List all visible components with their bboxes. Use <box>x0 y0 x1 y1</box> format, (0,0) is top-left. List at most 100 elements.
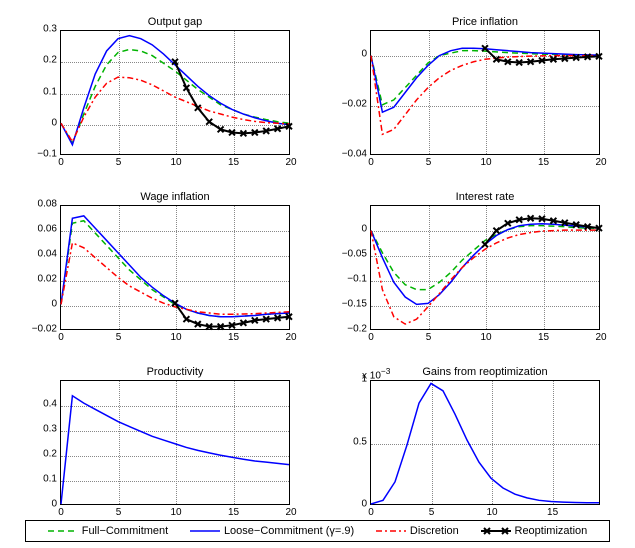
ytick-label: 0 <box>361 224 367 235</box>
plot-area-interest-rate: −0.2−0.15−0.1−0.05005101520 <box>370 205 600 330</box>
ytick-label: 0.4 <box>43 399 57 410</box>
xtick-label: 15 <box>228 157 239 168</box>
xtick-label: 10 <box>170 507 181 518</box>
title-interest-rate: Interest rate <box>370 191 600 203</box>
legend-swatch-reoptimization <box>481 525 511 537</box>
title-price-inflation: Price inflation <box>370 16 600 28</box>
xtick-label: 5 <box>116 507 122 518</box>
legend: Full−Commitment Loose−Commitment (γ=.9) Di… <box>25 520 610 542</box>
xtick-label: 20 <box>285 157 296 168</box>
xtick-label: 15 <box>228 507 239 518</box>
xtick-label: 15 <box>538 157 549 168</box>
ytick-label: 0.2 <box>43 55 57 66</box>
panel-gains-reopt: Gains from reoptimizationx 10−300.510510… <box>370 380 600 505</box>
plot-area-gains-reopt: 00.51051015 <box>370 380 600 505</box>
legend-item-full_commitment: Full−Commitment <box>48 525 169 537</box>
xtick-label: 10 <box>480 332 491 343</box>
svg-wage-inflation <box>61 206 289 329</box>
legend-item-reoptimization: Reoptimization <box>481 525 588 537</box>
ytick-label: −0.1 <box>37 149 57 160</box>
legend-swatch-loose_commitment <box>190 525 220 537</box>
xtick-label: 20 <box>595 157 606 168</box>
series-discretion <box>371 56 599 135</box>
plot-area-output-gap: −0.100.10.20.305101520 <box>60 30 290 155</box>
ytick-label: −0.02 <box>342 99 367 110</box>
panel-price-inflation: Price inflation−0.04−0.02005101520 <box>370 30 600 155</box>
xtick-label: 10 <box>480 157 491 168</box>
plot-area-price-inflation: −0.04−0.02005101520 <box>370 30 600 155</box>
ytick-label: −0.02 <box>32 324 57 335</box>
title-productivity: Productivity <box>60 366 290 378</box>
legend-swatch-discretion <box>376 525 406 537</box>
legend-item-loose_commitment: Loose−Commitment (γ=.9) <box>190 525 354 537</box>
xtick-label: 5 <box>426 332 432 343</box>
series-loose_commitment <box>371 224 599 305</box>
xtick-label: 0 <box>368 507 374 518</box>
svg-gains-reopt <box>371 381 599 504</box>
ytick-label: −0.04 <box>342 149 367 160</box>
xtick-label: 15 <box>228 332 239 343</box>
ytick-label: 0.06 <box>38 224 57 235</box>
xtick-label: 10 <box>170 157 181 168</box>
legend-item-discretion: Discretion <box>376 525 459 537</box>
series-loose_commitment <box>61 216 289 317</box>
panel-interest-rate: Interest rate−0.2−0.15−0.1−0.05005101520 <box>370 205 600 330</box>
legend-label: Reoptimization <box>515 525 588 537</box>
svg-price-inflation <box>371 31 599 154</box>
series-loose_commitment <box>371 383 599 504</box>
xtick-label: 10 <box>170 332 181 343</box>
ytick-label: 0.1 <box>43 86 57 97</box>
ytick-label: −0.2 <box>347 324 367 335</box>
ytick-label: 0 <box>51 299 57 310</box>
panel-productivity: Productivity00.10.20.30.405101520 <box>60 380 290 505</box>
ytick-label: 0.02 <box>38 274 57 285</box>
panel-wage-inflation: Wage inflation−0.0200.020.040.060.080510… <box>60 205 290 330</box>
xtick-label: 0 <box>368 157 374 168</box>
ytick-label: 0.08 <box>38 199 57 210</box>
ytick-label: 0.2 <box>43 449 57 460</box>
xtick-label: 0 <box>368 332 374 343</box>
title-wage-inflation: Wage inflation <box>60 191 290 203</box>
svg-productivity <box>61 381 289 504</box>
ytick-label: 0.3 <box>43 424 57 435</box>
svg-output-gap <box>61 31 289 154</box>
series-loose_commitment <box>61 396 289 504</box>
xtick-label: 5 <box>426 157 432 168</box>
plot-area-productivity: 00.10.20.30.405101520 <box>60 380 290 505</box>
ytick-label: 0.04 <box>38 249 57 260</box>
xtick-label: 15 <box>547 507 558 518</box>
ytick-label: 0.3 <box>43 24 57 35</box>
ytick-label: 0 <box>51 499 57 510</box>
legend-label: Loose−Commitment (γ=.9) <box>224 525 354 537</box>
xtick-label: 5 <box>116 332 122 343</box>
title-gains-reopt: Gains from reoptimization <box>370 366 600 378</box>
xtick-label: 0 <box>58 507 64 518</box>
ytick-label: 0 <box>361 49 367 60</box>
xtick-label: 15 <box>538 332 549 343</box>
ytick-label: 0 <box>51 117 57 128</box>
ytick-label: 0.1 <box>43 474 57 485</box>
ytick-label: −0.05 <box>342 249 367 260</box>
ytick-label: −0.15 <box>342 299 367 310</box>
ytick-label: 1 <box>361 374 367 385</box>
svg-interest-rate <box>371 206 599 329</box>
ytick-label: 0 <box>361 499 367 510</box>
figure: Output gap−0.100.10.20.305101520Price in… <box>0 0 635 548</box>
xtick-label: 5 <box>429 507 435 518</box>
legend-swatch-full_commitment <box>48 525 78 537</box>
xtick-label: 0 <box>58 332 64 343</box>
xtick-label: 0 <box>58 157 64 168</box>
legend-label: Discretion <box>410 525 459 537</box>
ytick-label: 0.5 <box>353 436 367 447</box>
series-loose_commitment <box>61 36 289 145</box>
series-full_commitment <box>371 226 599 290</box>
xtick-label: 10 <box>486 507 497 518</box>
panel-output-gap: Output gap−0.100.10.20.305101520 <box>60 30 290 155</box>
plot-area-wage-inflation: −0.0200.020.040.060.0805101520 <box>60 205 290 330</box>
xtick-label: 20 <box>285 507 296 518</box>
legend-label: Full−Commitment <box>82 525 169 537</box>
ytick-label: −0.1 <box>347 274 367 285</box>
title-output-gap: Output gap <box>60 16 290 28</box>
xtick-label: 20 <box>285 332 296 343</box>
xtick-label: 5 <box>116 157 122 168</box>
